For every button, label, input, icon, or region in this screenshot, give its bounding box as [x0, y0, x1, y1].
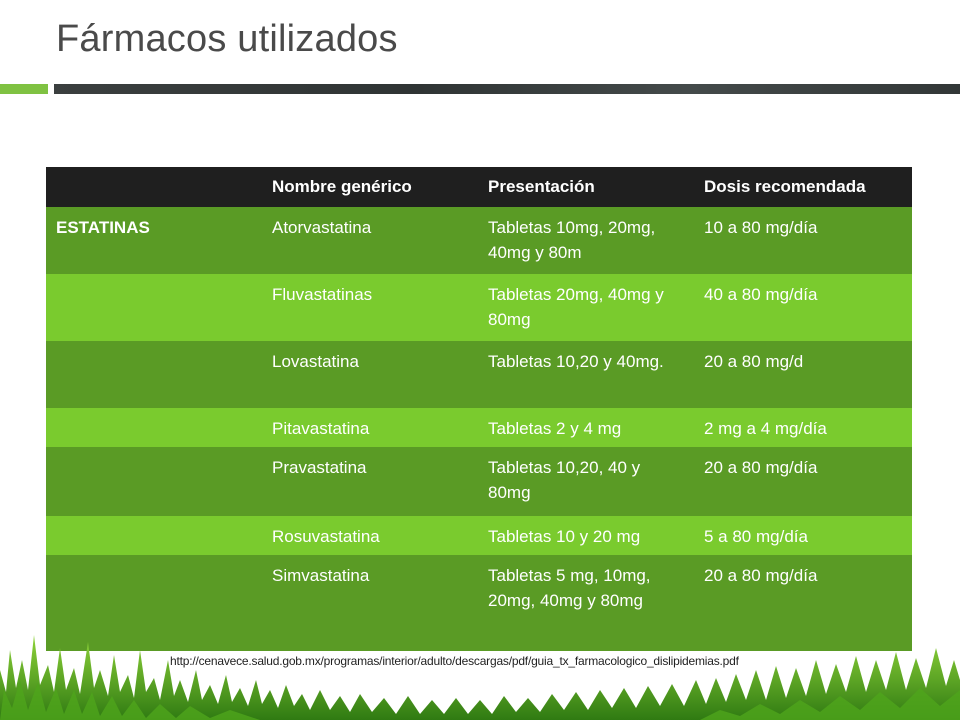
- drug-presentation: Tabletas 5 mg, 10mg, 20mg, 40mg y 80mg: [478, 555, 694, 651]
- header-group: [46, 167, 262, 207]
- header-presentation: Presentación: [478, 167, 694, 207]
- drug-dose: 10 a 80 mg/día: [694, 207, 912, 274]
- header-recommended-dose: Dosis recomendada: [694, 167, 912, 207]
- table-row: ESTATINAS Atorvastatina Tabletas 10mg, 2…: [46, 207, 912, 274]
- drug-presentation: Tabletas 10,20, 40 y 80mg: [478, 447, 694, 516]
- table-row: Simvastatina Tabletas 5 mg, 10mg, 20mg, …: [46, 555, 912, 651]
- drug-name: Pitavastatina: [262, 408, 478, 447]
- group-cell-empty: [46, 516, 262, 555]
- drug-presentation: Tabletas 10mg, 20mg, 40mg y 80m: [478, 207, 694, 274]
- group-cell-empty: [46, 274, 262, 341]
- table-row: Pravastatina Tabletas 10,20, 40 y 80mg 2…: [46, 447, 912, 516]
- drug-name: Simvastatina: [262, 555, 478, 651]
- drug-dose: 20 a 80 mg/día: [694, 555, 912, 651]
- table-row: Lovastatina Tabletas 10,20 y 40mg. 20 a …: [46, 341, 912, 408]
- group-cell-empty: [46, 555, 262, 651]
- drugs-table: Nombre genérico Presentación Dosis recom…: [46, 167, 912, 651]
- source-link[interactable]: http://cenavece.salud.gob.mx/programas/i…: [170, 654, 739, 668]
- group-cell-empty: [46, 447, 262, 516]
- title-accent-bar: [0, 84, 48, 94]
- drug-name: Rosuvastatina: [262, 516, 478, 555]
- table-row: Fluvastatinas Tabletas 20mg, 40mg y 80mg…: [46, 274, 912, 341]
- drug-presentation: Tabletas 10 y 20 mg: [478, 516, 694, 555]
- table-header-row: Nombre genérico Presentación Dosis recom…: [46, 167, 912, 207]
- drug-dose: 40 a 80 mg/día: [694, 274, 912, 341]
- drug-dose: 5 a 80 mg/día: [694, 516, 912, 555]
- group-cell-empty: [46, 408, 262, 447]
- drug-presentation: Tabletas 10,20 y 40mg.: [478, 341, 694, 408]
- drug-name: Pravastatina: [262, 447, 478, 516]
- slide-title: Fármacos utilizados: [56, 18, 398, 60]
- group-label: ESTATINAS: [46, 207, 262, 274]
- table-row: Pitavastatina Tabletas 2 y 4 mg 2 mg a 4…: [46, 408, 912, 447]
- drug-dose: 20 a 80 mg/día: [694, 447, 912, 516]
- drug-dose: 2 mg a 4 mg/día: [694, 408, 912, 447]
- header-generic-name: Nombre genérico: [262, 167, 478, 207]
- drug-presentation: Tabletas 20mg, 40mg y 80mg: [478, 274, 694, 341]
- group-cell-empty: [46, 341, 262, 408]
- drug-dose: 20 a 80 mg/d: [694, 341, 912, 408]
- table-row: Rosuvastatina Tabletas 10 y 20 mg 5 a 80…: [46, 516, 912, 555]
- drug-name: Atorvastatina: [262, 207, 478, 274]
- title-divider-bar: [54, 84, 960, 94]
- drug-name: Lovastatina: [262, 341, 478, 408]
- drug-name: Fluvastatinas: [262, 274, 478, 341]
- drug-presentation: Tabletas 2 y 4 mg: [478, 408, 694, 447]
